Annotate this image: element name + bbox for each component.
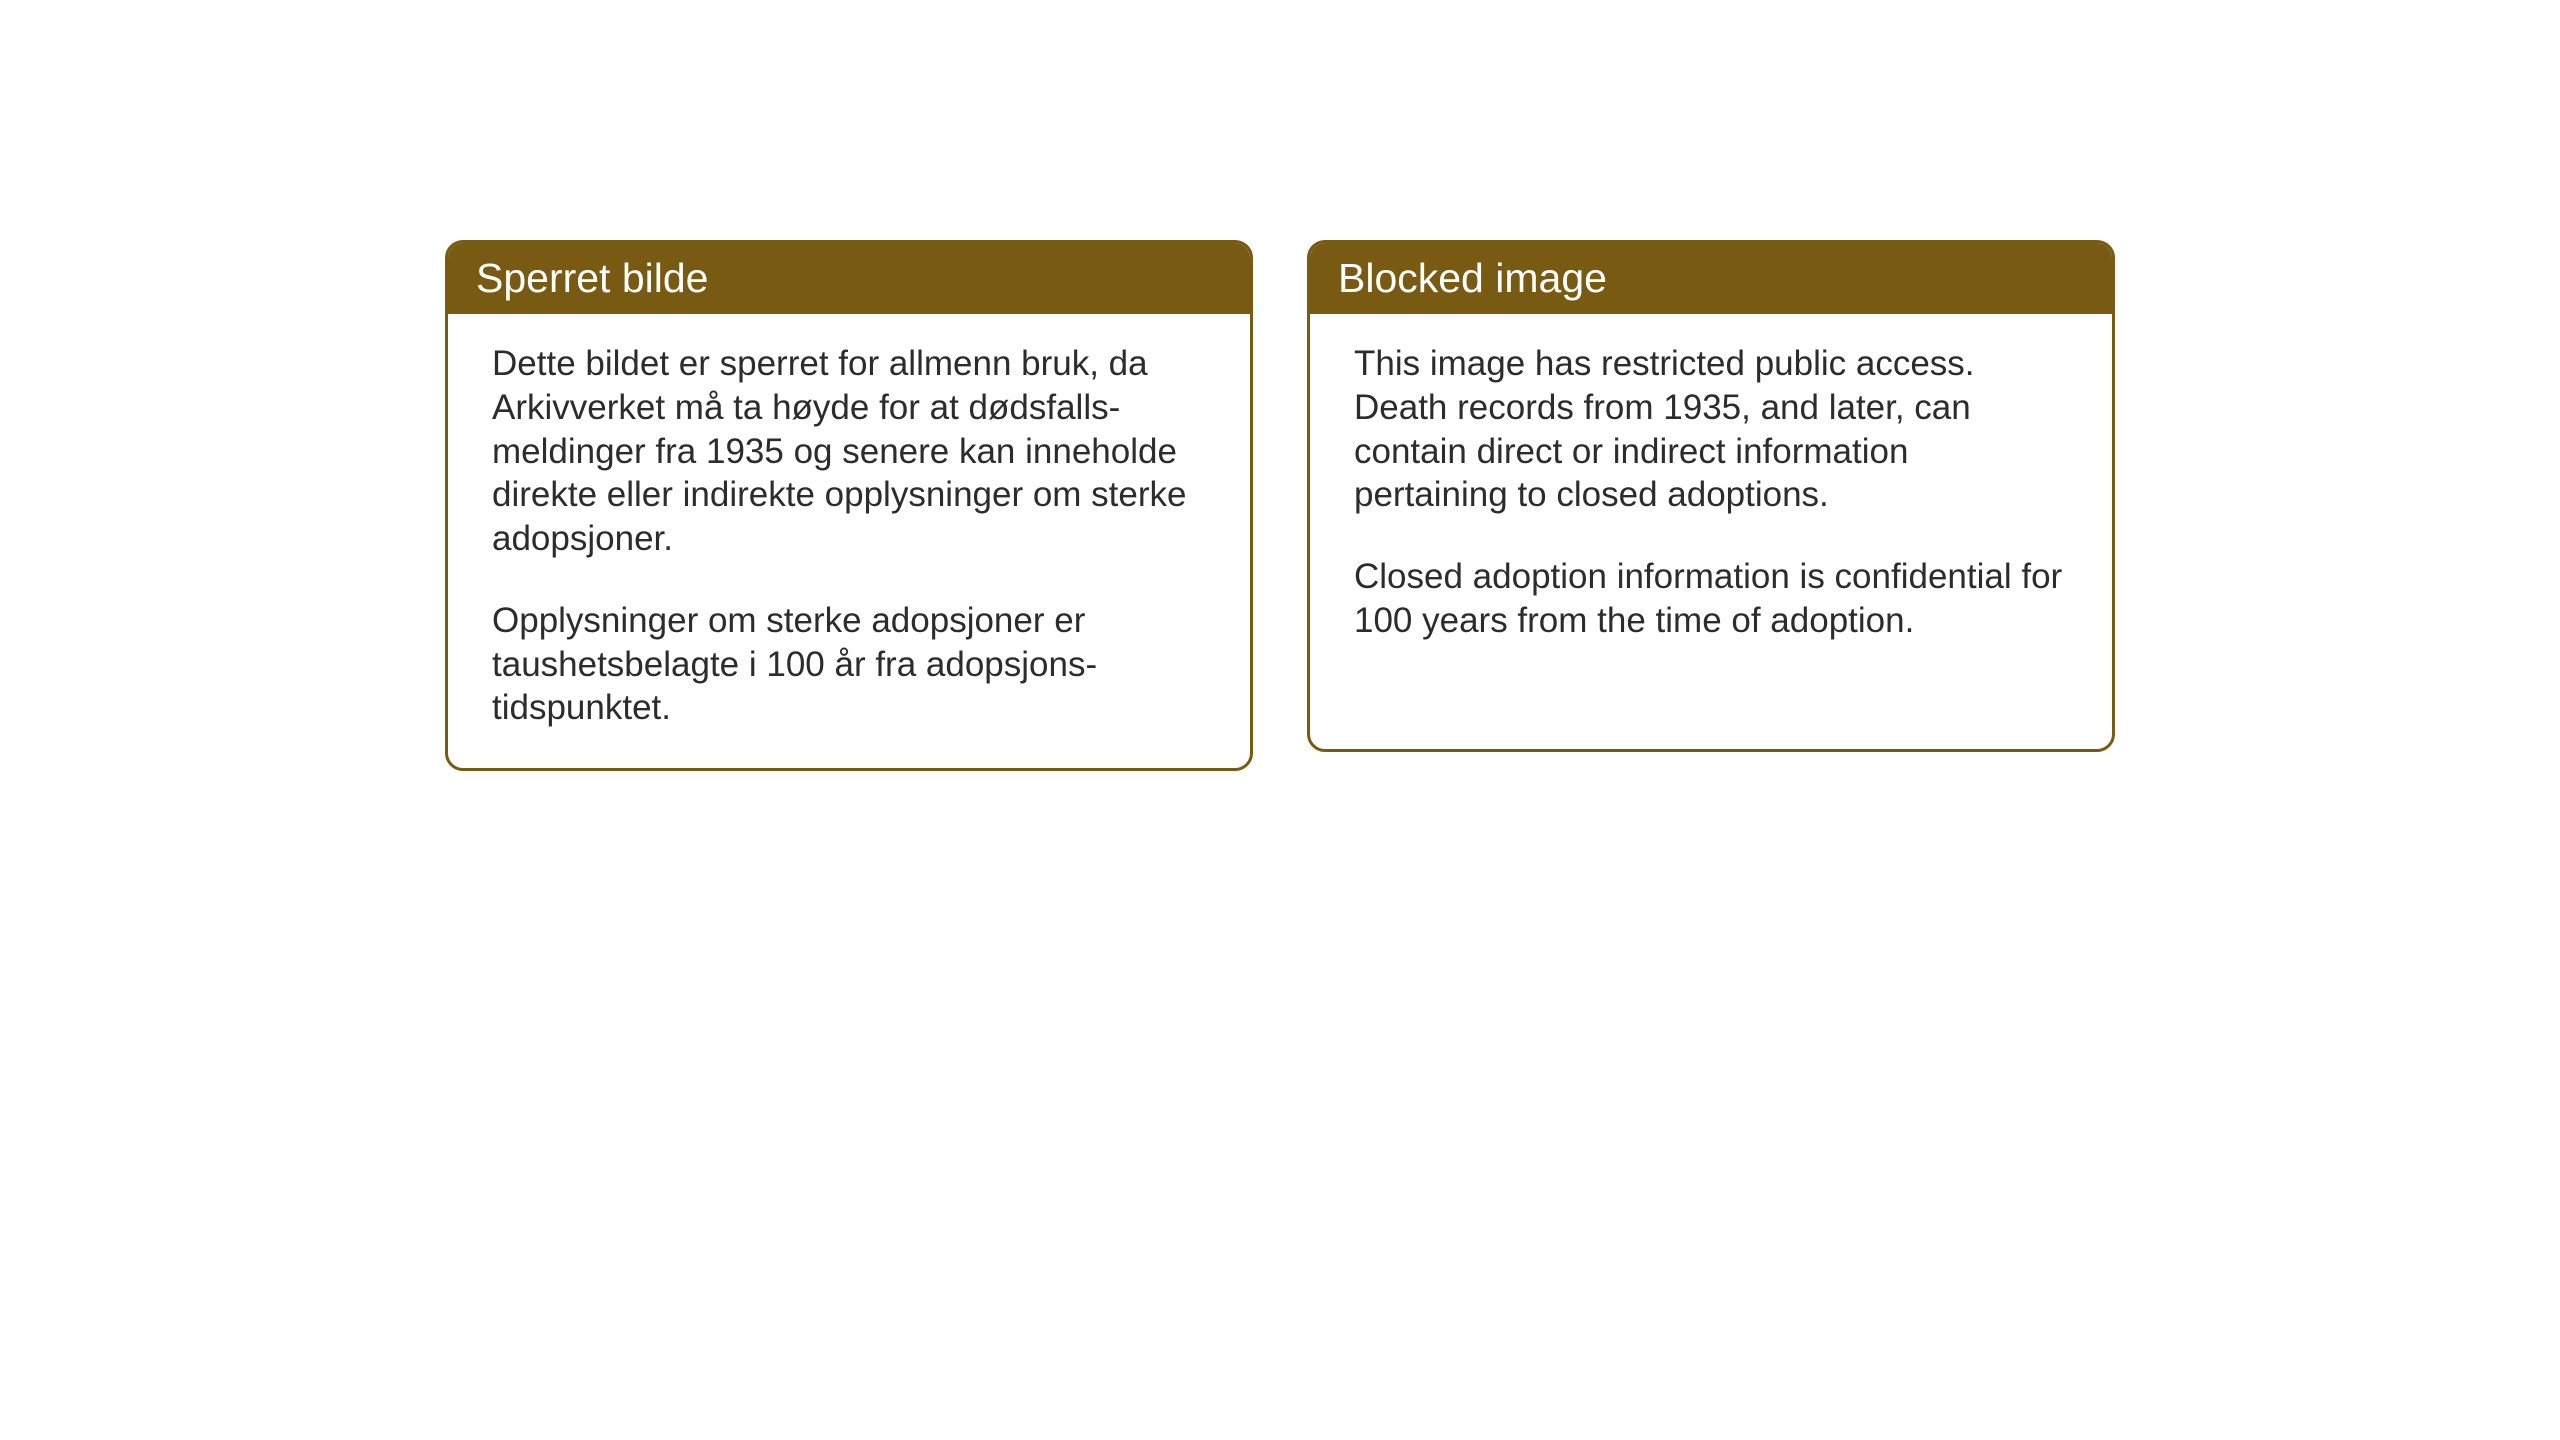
notice-title-norwegian: Sperret bilde [476,255,708,301]
notice-paragraph-1-norwegian: Dette bildet er sperret for allmenn bruk… [492,342,1206,561]
notice-body-norwegian: Dette bildet er sperret for allmenn bruk… [448,314,1250,768]
notice-header-norwegian: Sperret bilde [448,243,1250,314]
notice-paragraph-1-english: This image has restricted public access.… [1354,342,2068,517]
notice-title-english: Blocked image [1338,255,1607,301]
notice-paragraph-2-norwegian: Opplysninger om sterke adopsjoner er tau… [492,599,1206,730]
notice-card-norwegian: Sperret bilde Dette bildet er sperret fo… [445,240,1253,771]
notice-container: Sperret bilde Dette bildet er sperret fo… [445,240,2115,771]
notice-body-english: This image has restricted public access.… [1310,314,2112,681]
notice-paragraph-2-english: Closed adoption information is confident… [1354,555,2068,643]
notice-card-english: Blocked image This image has restricted … [1307,240,2115,752]
notice-header-english: Blocked image [1310,243,2112,314]
